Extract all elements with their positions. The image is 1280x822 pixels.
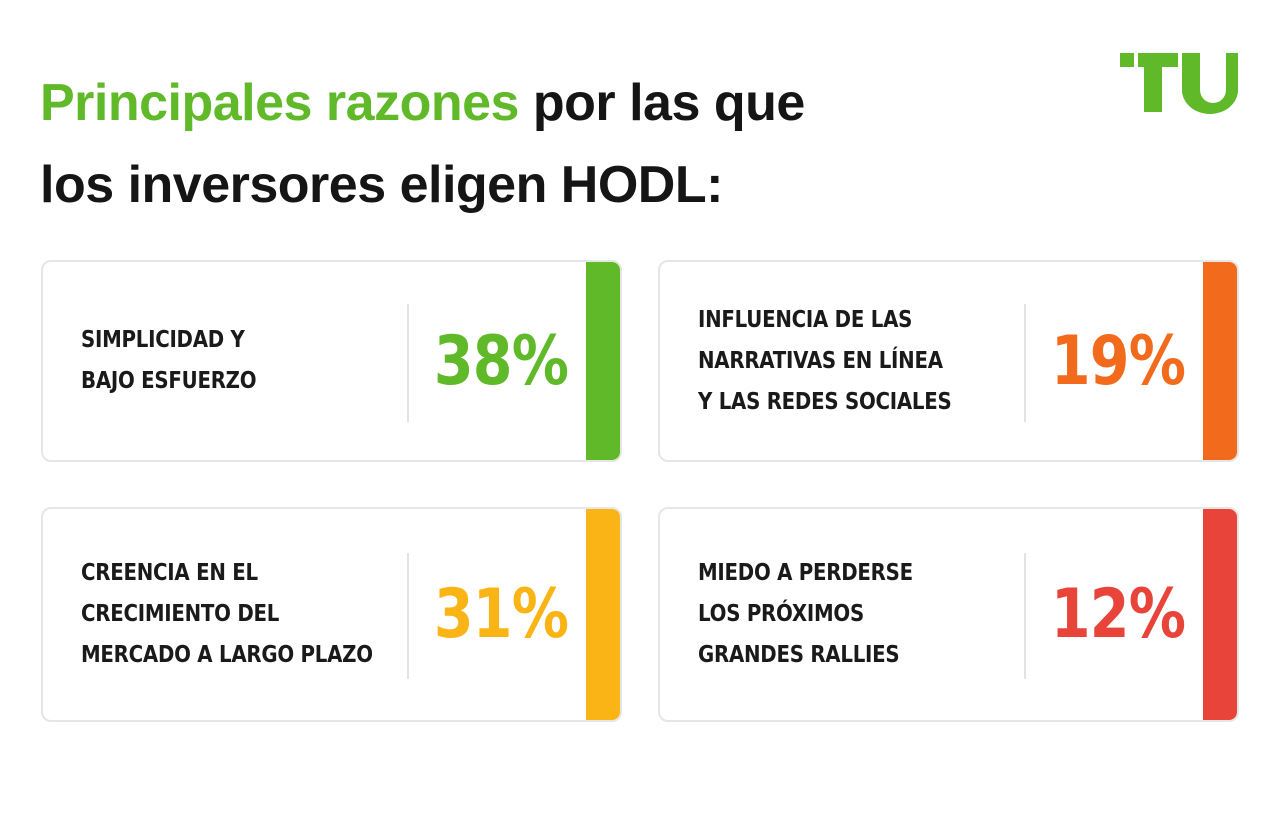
reason-card-long-term-growth: CREENCIA EN EL CRECIMIENTO DEL MERCADO A… — [41, 507, 622, 722]
page-title-accent: Principales razones — [40, 74, 519, 132]
reason-label: SIMPLICIDAD Y BAJO ESFUERZO — [81, 327, 257, 394]
logo-shapes — [1120, 53, 1238, 114]
color-bar-green — [586, 262, 620, 460]
page-title-line2: los inversores eligen HODL: — [40, 156, 723, 214]
tu-logo-icon — [1118, 50, 1240, 116]
reason-label: CREENCIA EN EL CRECIMIENTO DEL MERCADO A… — [81, 560, 373, 668]
reason-label: INFLUENCIA DE LAS NARRATIVAS EN LÍNEA Y … — [698, 306, 952, 415]
card-divider — [407, 304, 409, 422]
color-bar-orange — [1203, 262, 1237, 460]
reason-percentage: 12% — [1050, 575, 1186, 654]
color-bar-yellow — [586, 509, 620, 720]
color-bar-red — [1203, 509, 1237, 720]
reason-percentage: 31% — [433, 575, 569, 654]
reason-percentage: 19% — [1050, 321, 1186, 401]
card-divider — [407, 553, 409, 679]
card-divider — [1024, 553, 1026, 679]
reason-card-online-narratives: INFLUENCIA DE LAS NARRATIVAS EN LÍNEA Y … — [658, 260, 1239, 462]
page-title-line1-rest: por las que — [518, 74, 805, 132]
page-title: Principales razones por las que los inver… — [40, 62, 940, 226]
card-divider — [1024, 304, 1026, 422]
reason-card-simplicity: SIMPLICIDAD Y BAJO ESFUERZO 38% — [41, 260, 622, 462]
reason-percentage: 38% — [433, 321, 569, 401]
reason-label: MIEDO A PERDERSE LOS PRÓXIMOS GRANDES RA… — [698, 560, 913, 668]
reason-card-fomo: MIEDO A PERDERSE LOS PRÓXIMOS GRANDES RA… — [658, 507, 1239, 722]
